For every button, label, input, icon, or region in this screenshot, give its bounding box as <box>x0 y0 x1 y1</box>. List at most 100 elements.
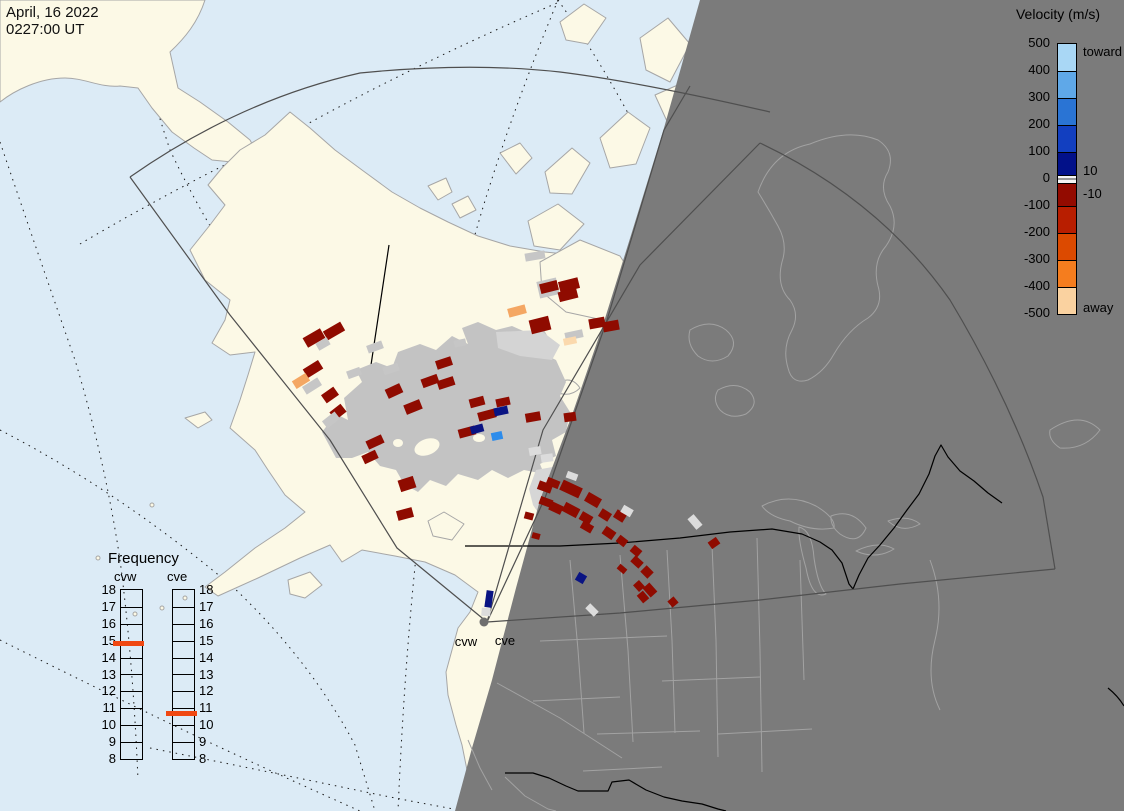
echo-pixel <box>578 511 594 525</box>
east-fov-arc <box>759 142 1056 570</box>
frequency-tick-label: 12 <box>101 683 116 699</box>
echo-pixel <box>539 279 559 295</box>
state-border <box>582 766 663 772</box>
echo-pixel <box>528 446 542 456</box>
night-terminator-shadow <box>455 0 1124 811</box>
colorbar-segment <box>1058 71 1076 98</box>
echo-pixel <box>403 399 423 415</box>
echo-pixel <box>528 315 552 335</box>
lake-michigan-outline <box>798 526 827 596</box>
timestamp-date: April, 16 2022 <box>6 4 99 21</box>
frequency-tick-label: 11 <box>199 700 213 716</box>
echo-pixel <box>507 304 527 318</box>
state-border <box>532 696 621 702</box>
echo-pixel <box>346 366 362 380</box>
maritime-island <box>1049 419 1101 449</box>
arctic-island <box>427 177 453 201</box>
echo-pixel <box>321 411 341 429</box>
echo-pixel <box>493 405 509 417</box>
lake-huron-outline <box>830 513 867 540</box>
echo-pixel <box>642 582 658 598</box>
arctic-island <box>451 195 477 219</box>
aleutian-islet <box>159 605 165 611</box>
echo-pixel <box>557 287 579 303</box>
colorbar-segment <box>1058 183 1076 206</box>
colorbar-upper-threshold: 10 <box>1083 163 1098 178</box>
echo-pixel <box>436 376 456 390</box>
radar-fov-outlines <box>129 66 1056 623</box>
echo-pixel <box>484 590 494 608</box>
state-border <box>799 559 805 681</box>
echo-pixel <box>574 571 588 585</box>
arctic-island <box>599 111 651 169</box>
baja-coast <box>504 776 557 811</box>
radar-site-label-cvw: cvw <box>455 634 478 649</box>
echo-pixel <box>565 470 579 482</box>
frequency-column-label-cve: cve <box>167 569 188 584</box>
aleutian-islet <box>182 595 188 601</box>
echo-pixel <box>365 434 385 450</box>
echo-pixel <box>301 377 323 395</box>
frequency-tick-label: 10 <box>101 717 116 733</box>
us-mexico-border <box>505 772 727 811</box>
colorbar-tick-label: -100 <box>1023 197 1050 212</box>
radar-site-label-cve: cve <box>495 633 515 648</box>
colorbar-tick-label: 300 <box>1028 89 1050 104</box>
frequency-tick-label: 10 <box>199 717 214 733</box>
frequency-tick-label: 13 <box>199 666 214 682</box>
echo-pixel <box>302 328 326 348</box>
echo-pixel <box>361 449 379 465</box>
colorbar-lower-threshold: -10 <box>1083 186 1102 201</box>
timestamp-time: 0227:00 UT <box>6 21 85 38</box>
state-border <box>711 544 719 758</box>
state-border <box>717 728 813 735</box>
atlantic-coast-night <box>929 559 941 711</box>
echo-pixel <box>531 532 541 540</box>
echo-pixel <box>322 321 346 341</box>
echo-pixel <box>495 396 511 408</box>
chukotka-land <box>0 0 259 171</box>
colorbar-tick-label: 500 <box>1028 35 1050 50</box>
colorbar-segment <box>1058 175 1076 183</box>
echo-pixel <box>395 507 415 521</box>
echo-pixel <box>640 565 654 579</box>
colorbar-segment <box>1058 233 1076 260</box>
pribilof-islet <box>95 555 101 561</box>
state-border <box>661 676 761 682</box>
colorbar-tick-label: 100 <box>1028 143 1050 158</box>
echo-pixel <box>588 316 606 330</box>
echo-pixel <box>562 336 578 346</box>
echo-pixel <box>636 590 650 604</box>
echo-pixel <box>540 453 554 463</box>
echo-pixel <box>545 476 561 490</box>
echo-pixel <box>302 359 324 379</box>
east-fov-bottom-edge <box>486 568 1056 623</box>
colorbar-tick-label: -400 <box>1023 278 1050 293</box>
frequency-tick-label: 17 <box>101 598 116 614</box>
echo-pixel <box>384 383 404 399</box>
state-border <box>619 554 634 743</box>
echo-pixel <box>620 504 634 518</box>
east-fov-top-edge <box>486 142 761 623</box>
state-border <box>569 559 585 734</box>
colorbar-segment <box>1058 152 1076 175</box>
lake-erie-outline <box>855 544 895 556</box>
frequency-tick-label: 16 <box>199 615 214 631</box>
echo-pixel <box>601 525 617 541</box>
echo-pixel <box>707 536 721 550</box>
colorbar-title: Velocity (m/s) <box>1015 6 1100 22</box>
frequency-tick-label: 16 <box>101 615 116 631</box>
vancouver-island <box>427 511 465 541</box>
echo-pixel <box>366 340 384 354</box>
frequency-tick-label: 12 <box>199 683 214 699</box>
echo-pixel <box>320 386 340 404</box>
timestamp: April, 16 2022 0227:00 UT <box>6 4 99 38</box>
frequency-tick-label: 11 <box>102 700 117 716</box>
echo-pixel <box>477 408 497 422</box>
echo-pixel <box>687 514 703 530</box>
echo-pixel <box>453 338 467 348</box>
echo-pixel <box>468 395 486 409</box>
state-border <box>496 682 623 759</box>
colorbar-tick-label: 0 <box>1042 170 1050 185</box>
